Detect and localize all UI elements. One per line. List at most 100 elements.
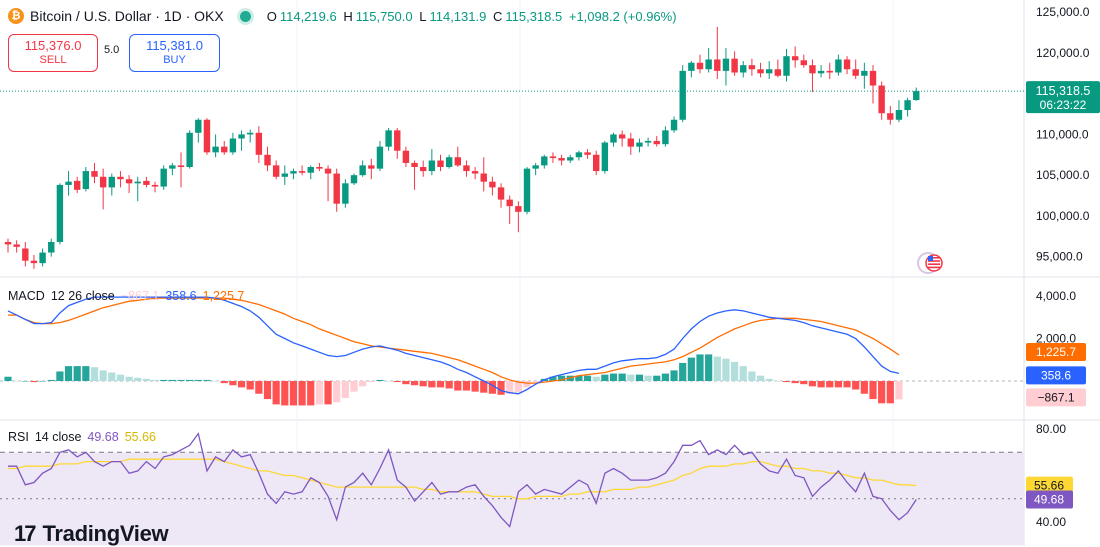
candle-body [696, 62, 704, 70]
candle-body [203, 119, 211, 153]
last-price-label: 115,318.5 [1036, 84, 1091, 98]
macd-histogram-bar [462, 381, 471, 391]
rsi-ma-tag-label: 55.66 [1034, 479, 1064, 493]
candle-body [601, 142, 609, 172]
macd-histogram-bar [670, 370, 678, 381]
sell-button[interactable]: 115,376.0 SELL [8, 34, 98, 72]
macd-histogram-bar [82, 366, 90, 381]
macd-histogram-bar [142, 378, 150, 381]
flag-stripe [928, 266, 940, 269]
candle-body [532, 165, 539, 169]
buy-label: BUY [163, 54, 186, 66]
rsi-ma-value: 55.66 [124, 430, 156, 444]
candle-body [826, 70, 833, 73]
price-tick-label: 95,000.0 [1036, 250, 1083, 264]
candle-body [679, 70, 686, 120]
macd-histogram-bar [385, 381, 393, 382]
candle-body [411, 162, 418, 168]
macd-histogram-bar [186, 379, 194, 381]
candle-body [835, 59, 842, 73]
macd-histogram-bar [47, 379, 55, 381]
macd-histogram-bar [333, 381, 341, 403]
flag-stripe [928, 260, 940, 262]
candle-body [376, 146, 384, 169]
candle-body [333, 173, 340, 204]
buy-price: 115,381.0 [146, 38, 203, 53]
macd-tick-label: 2,000.0 [1036, 332, 1076, 346]
candle-body [385, 130, 392, 147]
candle-body [878, 85, 885, 114]
macd-histogram-bar [878, 381, 886, 404]
candle-body [74, 180, 81, 190]
tradingview-logo-text: TradingView [42, 521, 169, 546]
macd-histogram-bar [523, 381, 531, 388]
buy-button[interactable]: 115,381.0 BUY [129, 34, 220, 72]
spread-value: 5.0 [104, 44, 120, 56]
macd-legend[interactable]: MACD 12 26 close −867.1 358.6 1,225.7 [8, 289, 244, 303]
macd-histogram-bar [13, 381, 21, 382]
macd-histogram-bar [826, 381, 834, 388]
candle-body [290, 171, 297, 174]
tradingview-logo[interactable]: 17 TradingView [14, 521, 169, 547]
macd-histogram-bar [808, 381, 817, 387]
macd-histogram-bar [471, 381, 479, 392]
candle-body [394, 130, 401, 151]
macd-histogram-bar [731, 361, 739, 381]
macd-histogram-bar [860, 381, 868, 394]
candle-body [13, 244, 20, 247]
candle-body [809, 65, 816, 74]
candle-body [272, 165, 280, 177]
candle-body [160, 168, 167, 187]
macd-histogram-bar [497, 381, 505, 395]
macd-histogram-bar [4, 376, 12, 381]
macd-histogram-bar [834, 381, 842, 388]
macd-histogram-bar [298, 381, 306, 406]
candle-body [644, 140, 652, 143]
candle-body [316, 167, 323, 169]
macd-histogram-bar [289, 381, 298, 406]
candle-body [368, 165, 375, 169]
macd-histogram-bar [419, 381, 427, 387]
macd-histogram-bar [315, 381, 323, 405]
candle-body [134, 181, 141, 184]
macd-histogram-bar [627, 374, 635, 381]
macd-histogram-bar [722, 358, 730, 381]
macd-histogram-bar [56, 371, 64, 381]
rsi-legend[interactable]: RSI 14 close 49.68 55.66 [8, 430, 156, 444]
macd-histogram-bar [713, 356, 721, 381]
symbol-title[interactable]: Bitcoin / U.S. Dollar · 1D · OKX [30, 8, 224, 24]
rsi-ma-tag [1026, 476, 1073, 495]
candle-body [22, 248, 29, 261]
macd-histogram-bar [116, 374, 125, 381]
macd-histogram-bar [160, 379, 168, 381]
candle-body [584, 152, 591, 155]
bar-countdown-label: 06:23:22 [1040, 98, 1087, 112]
macd-histogram-bar [687, 357, 695, 381]
bitcoin-icon: ₿ [8, 8, 24, 24]
macd-line-tag-label: 358.6 [1041, 368, 1071, 382]
candle-body [428, 160, 436, 172]
macd-histogram-bar [350, 381, 358, 392]
candle-body [169, 165, 176, 169]
macd-histogram-bar [445, 381, 453, 389]
macd-hist-tag [1026, 388, 1086, 407]
candle-body [437, 160, 444, 168]
macd-signal-value: 1,225.7 [202, 289, 245, 303]
macd-histogram-bar [220, 381, 228, 384]
candle-body [567, 157, 574, 161]
sell-price: 115,376.0 [24, 38, 82, 53]
candle-body [39, 252, 46, 264]
candle-body [852, 69, 859, 76]
ohlc-high-value: 115,750.0 [355, 8, 413, 24]
ohlc-open-key: O [266, 8, 277, 24]
candle-body [489, 181, 496, 188]
candle-body [454, 157, 461, 166]
candle-body [662, 130, 669, 145]
macd-signal-tag [1026, 342, 1086, 361]
candle-body [515, 206, 522, 212]
macd-histogram-bar [134, 377, 142, 381]
candle-body [817, 70, 825, 74]
macd-histogram-bar [817, 381, 825, 388]
candle-body [688, 62, 695, 71]
